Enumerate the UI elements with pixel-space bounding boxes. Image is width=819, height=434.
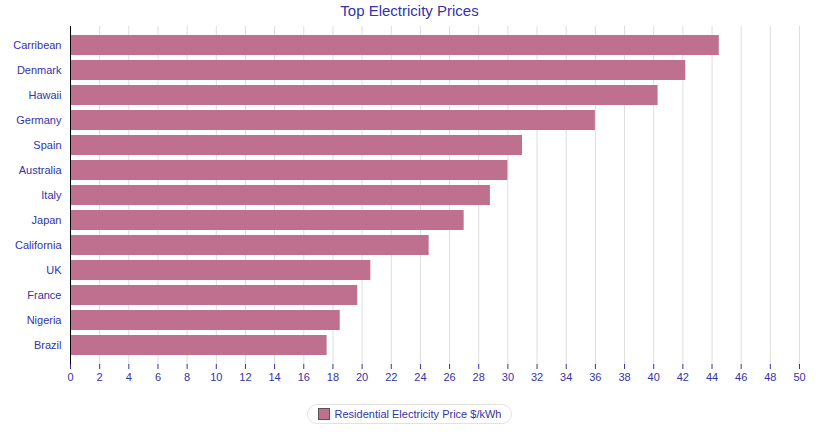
- svg-text:Brazil: Brazil: [34, 339, 62, 351]
- svg-text:Denmark: Denmark: [17, 64, 62, 76]
- svg-text:22: 22: [385, 371, 397, 383]
- svg-text:Spain: Spain: [33, 139, 61, 151]
- svg-text:40: 40: [648, 371, 660, 383]
- svg-text:UK: UK: [46, 264, 62, 276]
- svg-text:24: 24: [414, 371, 426, 383]
- svg-text:Nigeria: Nigeria: [27, 314, 63, 326]
- svg-text:34: 34: [560, 371, 572, 383]
- svg-text:38: 38: [618, 371, 630, 383]
- svg-text:26: 26: [443, 371, 455, 383]
- svg-text:28: 28: [473, 371, 485, 383]
- svg-text:Hawaii: Hawaii: [28, 89, 61, 101]
- svg-text:Germany: Germany: [16, 114, 62, 126]
- html-text:Top Electricity Prices: Top Electricity Prices: [340, 2, 479, 19]
- svg-text:18: 18: [327, 371, 339, 383]
- svg-text:California: California: [15, 239, 62, 251]
- svg-text:46: 46: [735, 371, 747, 383]
- svg-text:50: 50: [793, 371, 805, 383]
- svg-text:6: 6: [155, 371, 161, 383]
- svg-text:4: 4: [126, 371, 132, 383]
- svg-text:2: 2: [97, 371, 103, 383]
- svg-text:Australia: Australia: [19, 164, 63, 176]
- svg-text:10: 10: [210, 371, 222, 383]
- svg-text:14: 14: [268, 371, 280, 383]
- svg-text:Italy: Italy: [41, 189, 62, 201]
- svg-text:Carribean: Carribean: [13, 39, 61, 51]
- svg-text:44: 44: [706, 371, 718, 383]
- svg-text:Japan: Japan: [32, 214, 62, 226]
- svg-text:42: 42: [677, 371, 689, 383]
- svg-text:8: 8: [184, 371, 190, 383]
- svg-text:48: 48: [764, 371, 776, 383]
- svg-text:16: 16: [298, 371, 310, 383]
- svg-text:France: France: [27, 289, 61, 301]
- svg-text:20: 20: [356, 371, 368, 383]
- svg-text:0: 0: [67, 371, 73, 383]
- svg-text:30: 30: [502, 371, 514, 383]
- html-text:Residential Electricity Price: Residential Electricity Price $/kWh: [334, 408, 502, 420]
- svg-text:32: 32: [531, 371, 543, 383]
- svg-text:36: 36: [589, 371, 601, 383]
- svg-text:12: 12: [239, 371, 251, 383]
